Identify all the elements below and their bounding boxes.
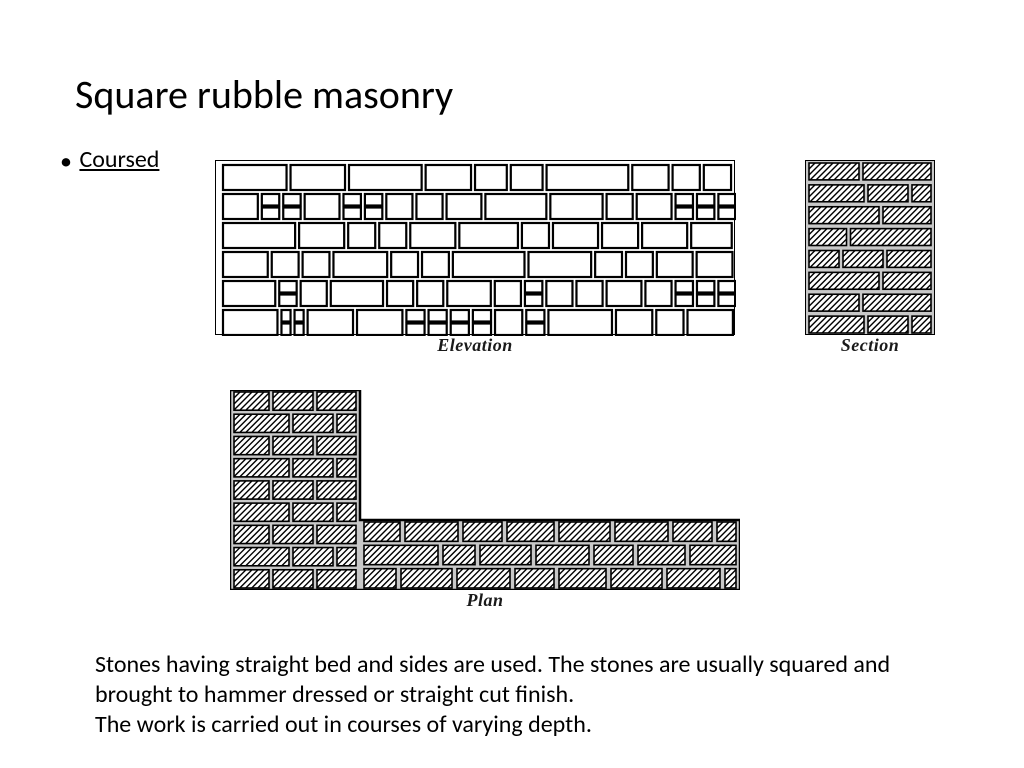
plan-drawing bbox=[230, 390, 740, 590]
figure-plan: Plan bbox=[230, 390, 740, 611]
elevation-drawing bbox=[215, 160, 735, 335]
section-label: Section bbox=[805, 335, 935, 356]
bullet-dot: • bbox=[60, 147, 66, 176]
plan-label: Plan bbox=[230, 590, 740, 611]
description-line-1: Stones having straight bed and sides are… bbox=[95, 650, 925, 710]
page-title: Square rubble masonry bbox=[75, 70, 453, 119]
elevation-label: Elevation bbox=[215, 335, 735, 356]
figure-section: Section bbox=[805, 160, 935, 356]
figure-elevation: Elevation bbox=[215, 160, 735, 356]
bullet-label: Coursed bbox=[79, 145, 159, 174]
description: Stones having straight bed and sides are… bbox=[95, 650, 925, 740]
bullet-row: • Coursed bbox=[60, 145, 159, 176]
description-line-2: The work is carried out in courses of va… bbox=[95, 710, 925, 740]
section-drawing bbox=[805, 160, 935, 335]
